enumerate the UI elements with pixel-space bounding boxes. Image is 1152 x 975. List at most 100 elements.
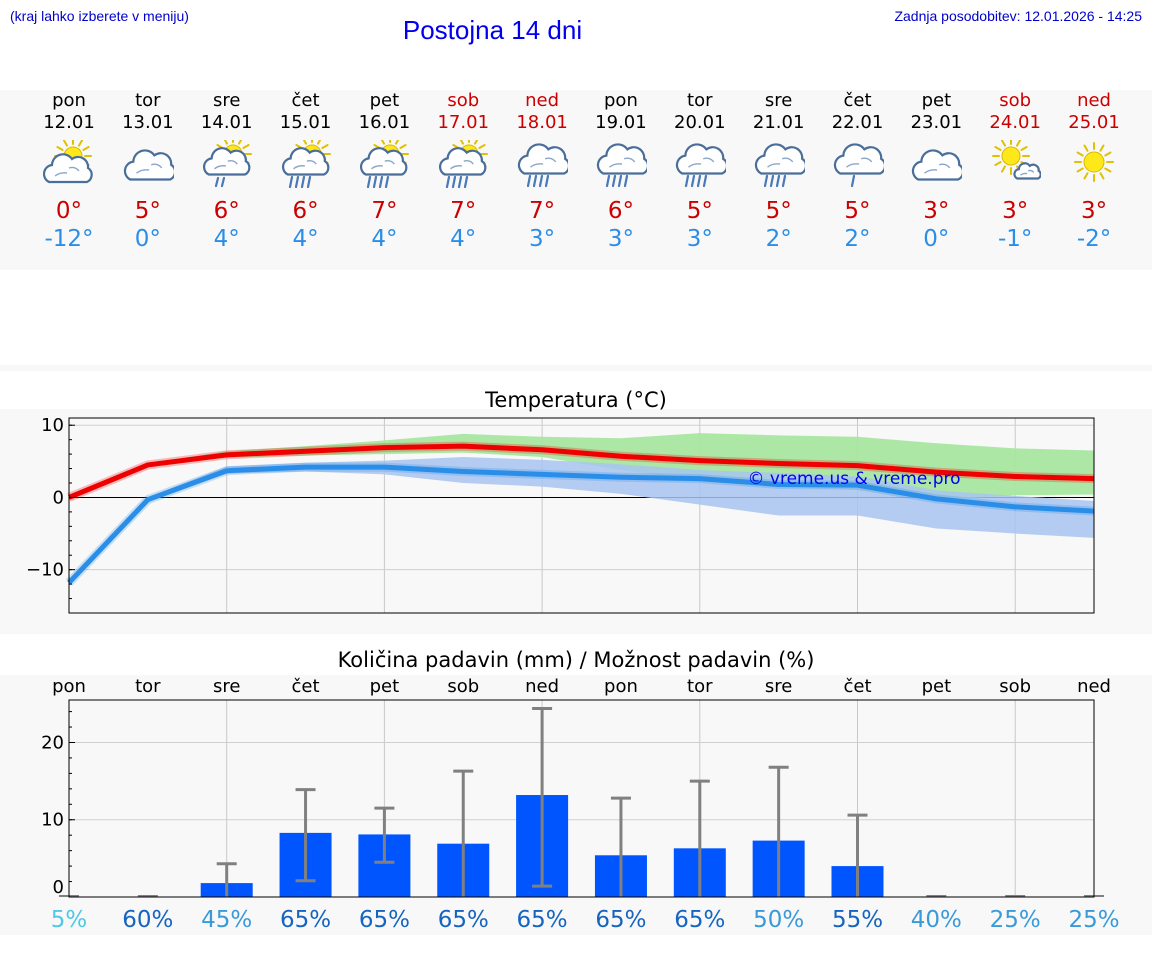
min-temperature: 3° (607, 226, 634, 252)
cloud-rain-icon (675, 143, 726, 188)
sun-cloud-rain-icon (360, 140, 410, 188)
day-date: 18.01 (516, 112, 568, 133)
day-name: tor (687, 90, 713, 111)
day-column: pon 12.01 0° -12° (29, 90, 109, 270)
day-column: čet 15.01 6° 4° (266, 90, 346, 270)
day-column: ned 25.01 3° -2° (1054, 90, 1134, 270)
y-tick-label: 20 (41, 732, 64, 753)
plot-frame (68, 417, 1095, 614)
day-name: pet (369, 90, 400, 111)
x-category-label: pet (922, 676, 952, 697)
max-temperature: 5° (686, 198, 713, 224)
x-category-label: čet (292, 676, 320, 697)
precipitation-chart: pon 5% tor 60% sre 45% čet 65% pet 65% sob 65% ned 65… (41, 676, 1120, 933)
min-temperature: 0° (134, 226, 161, 252)
day-date: 17.01 (437, 112, 490, 133)
cloud-light-rain-icon (833, 143, 884, 188)
separator (0, 365, 1152, 371)
x-category-label: ned (525, 676, 559, 697)
sun-cloud-icon (43, 140, 93, 184)
x-category-label: pet (370, 676, 400, 697)
cloud-rain-icon (517, 143, 569, 188)
day-column: tor 20.01 5° 3° (660, 90, 740, 270)
day-column: pet 23.01 3° 0° (896, 90, 976, 270)
x-category-label: sre (765, 676, 792, 697)
day-date: 25.01 (1068, 112, 1120, 133)
y-tick-label: −10 (26, 560, 64, 581)
precip-probability: 60% (122, 907, 173, 933)
max-temperature: 6° (213, 198, 240, 224)
max-temperature: 3° (1002, 198, 1029, 224)
day-date: 14.01 (200, 112, 253, 133)
min-temperature: -1° (997, 226, 1033, 252)
cloud-icon (123, 149, 174, 181)
day-column: ned 18.01 7° 3° (502, 90, 582, 270)
max-temperature: 7° (450, 198, 477, 224)
sun-cloud-rain-icon (281, 140, 331, 188)
y-tick-label: 0 (53, 877, 64, 898)
x-category-label: ned (1077, 676, 1111, 697)
day-name: tor (135, 90, 161, 111)
day-name: sre (764, 90, 793, 111)
min-temperature: 4° (213, 226, 240, 252)
y-tick-label: 10 (41, 810, 64, 831)
precip-probability: 65% (595, 907, 646, 933)
plot-area (69, 700, 1094, 897)
max-temperature: 5° (765, 198, 792, 224)
x-category-label: tor (135, 676, 161, 697)
copyright-annotation: © vreme.us & vreme.pro (747, 469, 960, 489)
day-name: čet (843, 90, 872, 111)
day-date: 15.01 (279, 112, 332, 133)
day-date: 19.01 (595, 112, 647, 133)
precip-probability: 65% (280, 907, 331, 933)
day-column: sob 24.01 3° -1° (975, 90, 1055, 270)
day-column: čet 22.01 5° 2° (818, 90, 898, 270)
day-column: pon 19.01 6° 3° (581, 90, 661, 270)
last-update: Zadnja posodobitev: 12.01.2026 - 14:25 (894, 8, 1142, 24)
min-temperature: 3° (686, 226, 713, 252)
x-category-label: sob (999, 676, 1031, 697)
band-min (69, 457, 1095, 585)
day-name: pon (604, 90, 638, 111)
min-temperature: 0° (923, 226, 950, 252)
sun-small-cloud-icon (992, 140, 1042, 180)
day-date: 21.01 (752, 112, 805, 133)
line-min (67, 464, 1095, 585)
sun-cloud-rain-icon (439, 140, 489, 188)
x-category-label: tor (687, 676, 713, 697)
precip-probability: 50% (753, 907, 804, 933)
y-tick-label: 0 (53, 487, 64, 508)
precip-probability: 40% (911, 907, 962, 933)
day-name: čet (291, 90, 320, 111)
day-name: ned (525, 90, 560, 111)
daily-forecast-strip: pon 12.01 0° -12° tor 13.01 5° 0° sre 14.01 6° 4° če… (0, 90, 1152, 270)
precip-probability: 25% (990, 907, 1041, 933)
day-name: sob (447, 90, 480, 111)
precip-probability: 45% (201, 907, 252, 933)
x-category-label: pon (52, 676, 86, 697)
max-temperature: 0° (55, 198, 83, 224)
day-date: 20.01 (674, 112, 726, 133)
day-name: sre (212, 90, 241, 111)
day-date: 12.01 (43, 112, 95, 133)
day-name: pon (52, 90, 86, 111)
max-temperature: 6° (607, 198, 634, 224)
max-temperature: 5° (844, 198, 871, 224)
min-temperature: 4° (450, 226, 477, 252)
precip-probability: 65% (517, 907, 568, 933)
x-category-label: sre (213, 676, 240, 697)
plot-frame (68, 699, 1095, 898)
min-temperature: 2° (844, 226, 871, 252)
min-temperature: 3° (529, 226, 556, 252)
region-menu-note: (kraj lahko izberete v meniju) (10, 8, 189, 24)
max-temperature: 7° (371, 198, 398, 224)
cloud-rain-icon (596, 143, 647, 188)
precip-probability: 65% (359, 907, 410, 933)
min-temperature: 4° (371, 226, 398, 252)
day-name: pet (921, 90, 952, 111)
y-tick-label: 10 (41, 415, 64, 436)
max-temperature: 3° (923, 198, 950, 224)
day-column: sre 21.01 5° 2° (739, 90, 819, 270)
precip-probability: 65% (438, 907, 489, 933)
max-temperature: 6° (292, 198, 319, 224)
